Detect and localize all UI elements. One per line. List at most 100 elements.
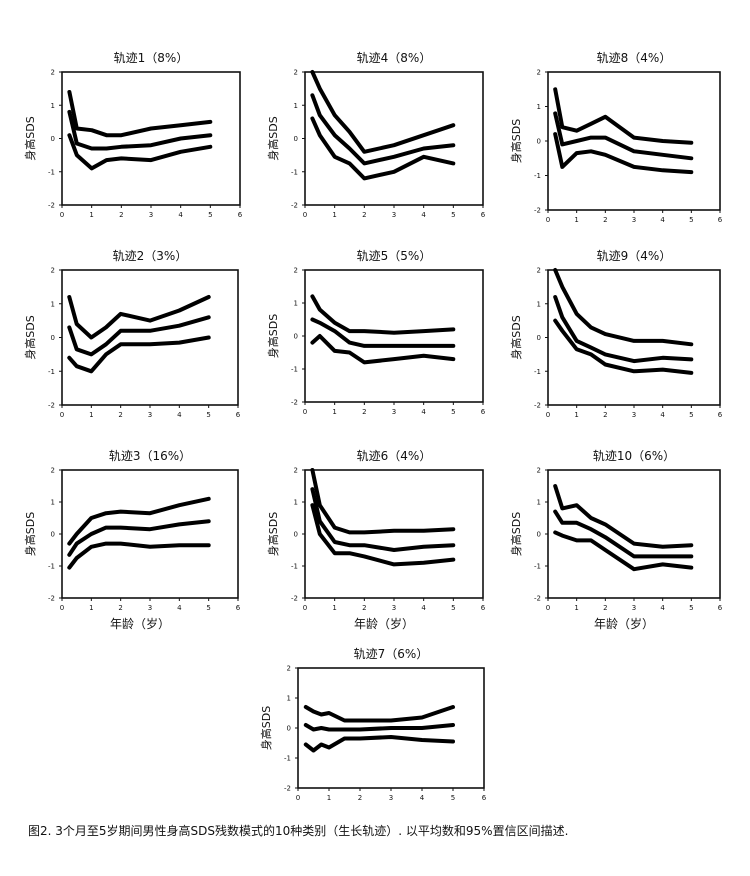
series-line-2: [67, 109, 213, 151]
series-line-3: [553, 318, 694, 375]
series-line-1: [310, 70, 456, 154]
y-axis-label: 身高SDS: [266, 116, 280, 160]
y-axis-label: 身高SDS: [509, 119, 523, 163]
chart-title: 轨迹10（6%）: [593, 449, 675, 463]
x-tick-label: 2: [362, 604, 366, 612]
y-tick-label: 1: [51, 102, 55, 110]
y-tick-label: -2: [534, 207, 541, 215]
chart-panel-2: 轨迹4（8%） 身高SDS 0 1 2 3 4 5 6 2 1 0 -1 -2: [266, 51, 486, 219]
chart-title: 轨迹8（4%）: [597, 51, 672, 65]
x-tick-label: 4: [660, 604, 665, 612]
x-tick-label: 6: [481, 211, 486, 219]
x-tick-label: 1: [332, 408, 336, 416]
x-tick-label: 1: [574, 216, 578, 224]
x-tick-label: 4: [421, 211, 426, 219]
x-tick-label: 4: [421, 408, 426, 416]
series-line-1: [303, 705, 455, 723]
x-tick-label: 4: [420, 794, 425, 802]
x-tick-label: 6: [718, 216, 723, 224]
y-tick-label: 2: [287, 665, 291, 673]
chart-panel-7: 轨迹3（16%） 身高SDS 0 1 2 3 4 5 6 2 1 0 -1 -2 年龄（岁）: [23, 449, 241, 631]
y-tick-label: 0: [287, 725, 291, 733]
x-tick-label: 3: [392, 408, 396, 416]
y-tick-label: 2: [51, 467, 55, 475]
x-tick-label: 0: [546, 216, 550, 224]
y-tick-label: 2: [294, 467, 298, 475]
series-line-2: [553, 111, 694, 161]
y-tick-label: -1: [291, 366, 298, 374]
x-tick-label: 5: [451, 408, 455, 416]
y-tick-label: 2: [51, 69, 55, 77]
y-tick-label: 1: [294, 499, 298, 507]
y-tick-label: -2: [534, 402, 541, 410]
chart-panel-3: 轨迹8（4%） 身高SDS 0 1 2 3 4 5 6 2 1 0 -1 -2: [509, 51, 723, 224]
series-line-3: [67, 133, 213, 171]
y-axis-label: 身高SDS: [509, 512, 523, 556]
y-tick-label: -1: [534, 563, 541, 571]
series-line-2: [303, 723, 455, 732]
series-line-1: [67, 90, 213, 138]
series-line-2: [553, 295, 694, 364]
y-tick-label: -2: [291, 399, 298, 407]
series-line-1: [553, 268, 694, 347]
x-tick-label: 4: [178, 211, 183, 219]
y-tick-label: -1: [291, 168, 298, 176]
chart-title: 轨迹4（8%）: [357, 51, 432, 65]
y-tick-label: -2: [48, 595, 55, 603]
x-tick-label: 6: [236, 411, 241, 419]
x-tick-label: 1: [89, 604, 93, 612]
plot-frame: [304, 469, 484, 599]
chart-panel-8: 轨迹6（4%） 身高SDS 0 1 2 3 4 5 6 2 1 0 -1 -2 年龄（岁）: [266, 449, 486, 631]
x-tick-label: 0: [303, 211, 307, 219]
x-tick-label: 1: [332, 211, 336, 219]
x-tick-label: 0: [546, 411, 550, 419]
series-line-3: [67, 541, 211, 570]
chart-panel-9: 轨迹10（6%） 身高SDS 0 1 2 3 4 5 6 2 1 0 -1 -2 年龄（岁）: [509, 449, 723, 631]
y-tick-label: 0: [294, 333, 298, 341]
x-tick-label: 4: [177, 411, 182, 419]
x-tick-label: 5: [689, 411, 693, 419]
x-tick-label: 5: [451, 794, 455, 802]
x-tick-label: 1: [327, 794, 331, 802]
chart-title: 轨迹1（8%）: [114, 51, 189, 65]
y-tick-label: 2: [537, 467, 541, 475]
y-axis-label: 身高SDS: [23, 315, 37, 359]
x-tick-label: 4: [660, 411, 665, 419]
x-axis-label: 年龄（岁）: [354, 616, 414, 631]
series-line-1: [67, 496, 211, 546]
series-line-2: [310, 487, 456, 552]
series-line-2: [310, 317, 456, 348]
x-tick-label: 6: [718, 411, 723, 419]
series-line-3: [310, 116, 456, 181]
y-axis-label: 身高SDS: [23, 512, 37, 556]
y-tick-label: 1: [537, 300, 541, 308]
x-tick-label: 1: [574, 604, 578, 612]
y-tick-label: 0: [51, 135, 55, 143]
x-tick-label: 2: [362, 211, 366, 219]
x-tick-label: 2: [358, 794, 362, 802]
chart-panel-1: 轨迹1（8%） 身高SDS 0 1 2 3 4 5 6 2 1 0 -1 -2: [23, 51, 243, 219]
series-line-3: [310, 503, 456, 567]
plot-frame: [547, 469, 721, 599]
x-axis-label: 年龄（岁）: [594, 616, 654, 631]
series-line-1: [67, 295, 211, 340]
chart-title: 轨迹2（3%）: [113, 249, 188, 263]
x-tick-label: 6: [481, 604, 486, 612]
x-tick-label: 3: [389, 794, 393, 802]
x-tick-label: 1: [89, 211, 93, 219]
x-tick-label: 1: [332, 604, 336, 612]
x-tick-label: 0: [546, 604, 550, 612]
x-tick-label: 1: [574, 411, 578, 419]
chart-title: 轨迹6（4%）: [357, 449, 432, 463]
x-tick-label: 5: [451, 604, 455, 612]
y-axis-label: 身高SDS: [509, 315, 523, 359]
series-line-2: [310, 93, 456, 166]
y-axis-label: 身高SDS: [259, 706, 273, 750]
plot-frame: [304, 269, 484, 403]
y-tick-label: 0: [51, 531, 55, 539]
y-tick-label: 0: [294, 531, 298, 539]
x-tick-label: 6: [482, 794, 487, 802]
figure-caption: 图2. 3个月至5岁期间男性身高SDS残数模式的10种类别（生长轨迹）. 以平均…: [28, 824, 569, 838]
series-line-1: [553, 484, 694, 549]
plot-frame: [61, 71, 241, 206]
